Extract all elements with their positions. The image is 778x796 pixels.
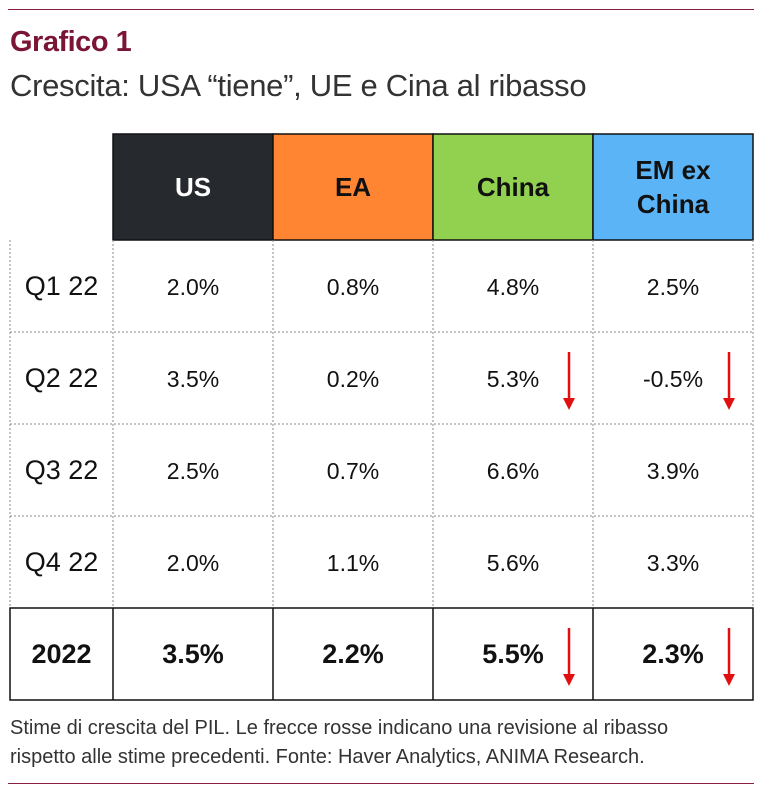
row-label: Q3 22 <box>25 455 99 485</box>
cell-value-em-ex-china: 3.9% <box>647 458 699 484</box>
cell-value-china: 4.8% <box>487 274 539 300</box>
cell-value-us: 2.0% <box>167 550 219 576</box>
caption-line-1: Stime di crescita del PIL. Le frecce ros… <box>10 717 669 739</box>
cell-value-china: 5.6% <box>487 550 539 576</box>
cell-value-em-ex-china: 3.3% <box>647 550 699 576</box>
down-arrow-icon <box>723 674 735 686</box>
top-rule <box>8 9 754 10</box>
cell-value-ea: 1.1% <box>327 550 379 576</box>
total-row-box <box>9 607 754 701</box>
row-label: Q2 22 <box>25 363 99 393</box>
header-cell-us <box>112 133 274 241</box>
header-cell-ea <box>272 133 434 241</box>
caption-line-2: rispetto alle stime precedenti. Fonte: H… <box>10 746 645 768</box>
row-label: Q4 22 <box>25 547 99 577</box>
cell-value-em-ex-china: -0.5% <box>643 366 703 392</box>
down-arrow-icon <box>563 674 575 686</box>
down-arrow-icon <box>723 398 735 410</box>
cell-value-ea: 0.7% <box>327 458 379 484</box>
cell-value-us: 3.5% <box>162 639 224 669</box>
figure-caption: Stime di crescita del PIL. Le frecce ros… <box>10 714 760 772</box>
figure-subtitle: Crescita: USA “tiene”, UE e Cina al riba… <box>10 68 587 103</box>
header-label-em-ex-china: China <box>637 189 710 219</box>
figure-title: Grafico 1 <box>10 26 132 58</box>
growth-table: US EA China EM ex China Q1 22 2.0% 0.8% 4.8% 2.5%… <box>9 133 754 701</box>
row-label: Q1 22 <box>25 271 99 301</box>
down-arrow-icon <box>563 398 575 410</box>
cell-value-us: 2.0% <box>167 274 219 300</box>
cell-value-us: 3.5% <box>167 366 219 392</box>
cell-value-china: 5.3% <box>487 366 539 392</box>
cell-value-ea: 2.2% <box>322 639 384 669</box>
cell-value-em-ex-china: 2.5% <box>647 274 699 300</box>
header-label-ea: EA <box>335 172 371 202</box>
header-label-china: China <box>477 172 550 202</box>
cell-value-ea: 0.8% <box>327 274 379 300</box>
cell-value-us: 2.5% <box>167 458 219 484</box>
header-label-em-ex-china: EM ex <box>635 155 711 185</box>
cell-value-ea: 0.2% <box>327 366 379 392</box>
header-cell-china <box>432 133 594 241</box>
cell-value-em-ex-china: 2.3% <box>642 639 704 669</box>
cell-value-china: 6.6% <box>487 458 539 484</box>
bottom-rule <box>8 783 754 784</box>
header-cell-em-ex-china <box>592 133 754 241</box>
header-label-us: US <box>175 172 211 202</box>
cell-value-china: 5.5% <box>482 639 544 669</box>
row-label: 2022 <box>31 639 91 669</box>
